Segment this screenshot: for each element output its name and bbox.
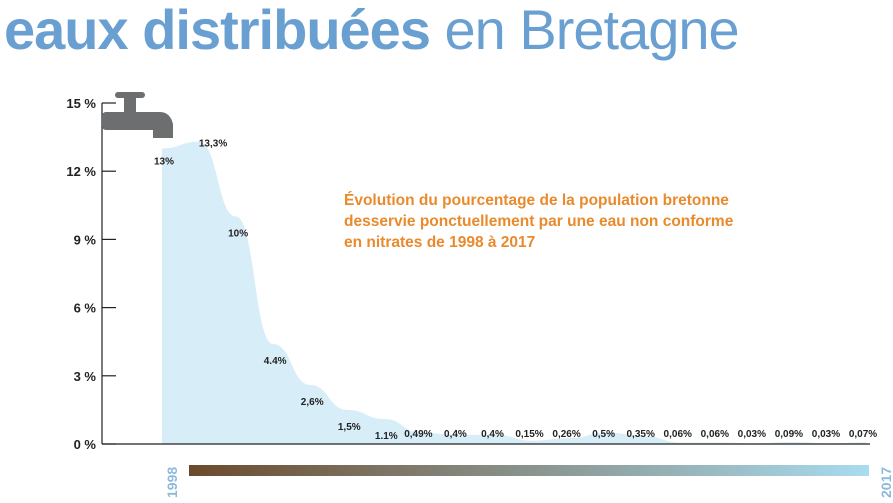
- data-labels: 13% 13,3% 10% 4.4% 2,6% 1,5% 1.1% 0,49% 0,4% 0,4%…: [154, 139, 877, 442]
- annotation-line: Évolution du pourcentage de la populatio…: [344, 192, 729, 209]
- data-label: 0,4%: [481, 429, 504, 440]
- data-label: 0,26%: [552, 429, 580, 440]
- data-label: 13%: [154, 156, 174, 167]
- data-label: 0,06%: [701, 429, 729, 440]
- data-label: 0,03%: [738, 429, 766, 440]
- y-tick-label: 6 %: [74, 301, 97, 316]
- data-label: 0,06%: [664, 429, 692, 440]
- y-tick-label: 9 %: [74, 232, 97, 247]
- data-label: 13,3%: [199, 139, 227, 150]
- title-bold: eaux distribuées: [4, 0, 431, 61]
- data-label: 0,15%: [515, 429, 543, 440]
- y-tick-label: 0 %: [74, 437, 97, 452]
- chart-annotation: Évolution du pourcentage de la populatio…: [344, 190, 804, 253]
- annotation-line: en nitrates de 1998 à 2017: [344, 234, 536, 251]
- page-title: eaux distribuées en Bretagne: [4, 0, 740, 66]
- title-rest: en Bretagne: [444, 0, 740, 61]
- data-label: 1,5%: [338, 422, 361, 433]
- data-label: 0,5%: [592, 429, 615, 440]
- water-faucet-icon: [102, 92, 173, 138]
- y-tick-label: 3 %: [74, 369, 97, 384]
- data-label: 2,6%: [301, 397, 324, 408]
- data-label: 0,35%: [627, 429, 655, 440]
- data-label: 10%: [228, 229, 248, 240]
- y-tick-label: 12 %: [66, 164, 96, 179]
- data-label: 0,07%: [849, 429, 877, 440]
- data-label: 0,03%: [812, 429, 840, 440]
- data-label: 4.4%: [264, 356, 287, 367]
- y-tick-label: 15 %: [66, 96, 96, 111]
- x-start-label: 1998: [164, 467, 180, 498]
- timeline-bar: [189, 465, 869, 476]
- y-axis: 0 % 3 % 6 % 9 % 12 % 15 %: [66, 96, 870, 452]
- data-label: 0,49%: [404, 429, 432, 440]
- x-end-label: 2017: [878, 467, 893, 498]
- data-label: 0,09%: [775, 429, 803, 440]
- data-label: 1.1%: [375, 431, 398, 442]
- annotation-line: desservie ponctuellement par une eau non…: [344, 213, 734, 230]
- data-label: 0,4%: [444, 429, 467, 440]
- area-series: [162, 141, 866, 444]
